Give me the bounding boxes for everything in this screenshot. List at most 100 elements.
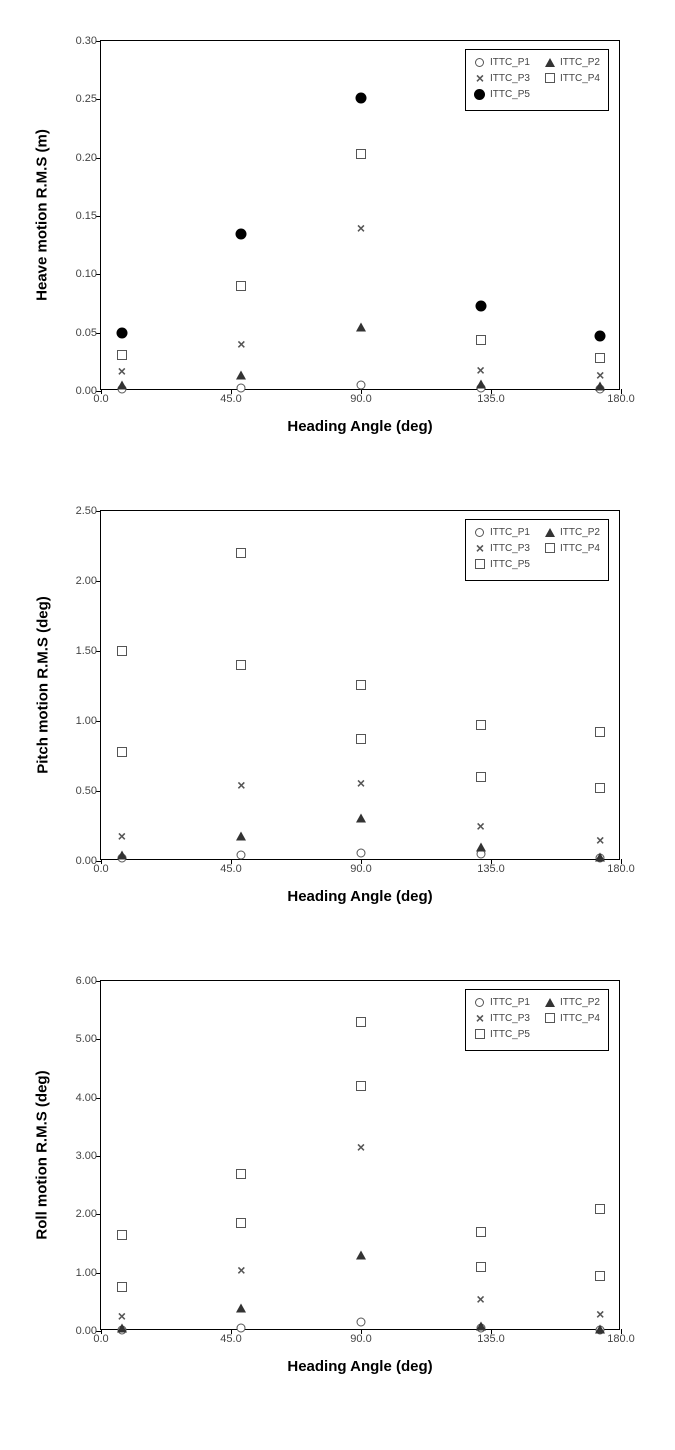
legend-item-ITTC_P1: ITTC_P1 [474, 996, 530, 1008]
data-point-ITTC_P2 [117, 381, 127, 390]
legend-item-ITTC_P3: ×ITTC_P3 [474, 542, 530, 554]
data-point-ITTC_P5 [356, 93, 367, 104]
plot-area: 0.000.501.001.502.002.500.045.090.0135.0… [100, 510, 620, 860]
y-tick-label: 4.00 [76, 1092, 97, 1104]
charts-root: 0.000.050.100.150.200.250.300.045.090.01… [20, 20, 655, 1380]
y-tick-label: 5.00 [76, 1033, 97, 1045]
data-point-ITTC_P3: × [357, 1140, 365, 1154]
x-tick-label: 135.0 [477, 393, 505, 405]
y-tick-label: 2.00 [76, 1208, 97, 1220]
legend-marker-icon [544, 72, 556, 84]
x-tick-label: 0.0 [93, 393, 108, 405]
data-point-ITTC_P5 [475, 300, 486, 311]
data-point-ITTC_P5 [356, 1017, 366, 1027]
data-point-ITTC_P5 [595, 331, 606, 342]
data-point-ITTC_P2 [595, 382, 605, 391]
legend-label: ITTC_P1 [490, 527, 530, 538]
y-tick-label: 6.00 [76, 975, 97, 987]
legend-marker-icon [544, 996, 556, 1008]
legend-label: ITTC_P2 [560, 527, 600, 538]
x-tick-label: 45.0 [220, 393, 241, 405]
data-point-ITTC_P4 [117, 747, 127, 757]
x-tick-label: 90.0 [350, 393, 371, 405]
data-point-ITTC_P5 [117, 646, 127, 656]
data-point-ITTC_P2 [595, 852, 605, 861]
data-point-ITTC_P5 [356, 680, 366, 690]
y-axis-label: Pitch motion R.M.S (deg) [34, 596, 51, 774]
y-tick-label: 1.00 [76, 1267, 97, 1279]
legend-marker-icon [544, 542, 556, 554]
legend-item-ITTC_P2: ITTC_P2 [544, 56, 600, 68]
y-tick-label: 1.00 [76, 715, 97, 727]
data-point-ITTC_P5 [476, 1227, 486, 1237]
plot-area: 0.000.050.100.150.200.250.300.045.090.01… [100, 40, 620, 390]
legend-item-ITTC_P3: ×ITTC_P3 [474, 72, 530, 84]
y-tick-label: 0.15 [76, 210, 97, 222]
data-point-ITTC_P3: × [357, 776, 365, 790]
data-point-ITTC_P2 [476, 1322, 486, 1331]
legend-item-ITTC_P2: ITTC_P2 [544, 526, 600, 538]
data-point-ITTC_P3: × [118, 364, 126, 378]
y-tick-label: 1.50 [76, 645, 97, 657]
data-point-ITTC_P3: × [118, 1309, 126, 1323]
legend-marker-icon [474, 526, 486, 538]
chart-heave: 0.000.050.100.150.200.250.300.045.090.01… [20, 20, 650, 440]
x-tick-label: 0.0 [93, 1333, 108, 1345]
x-tick-label: 90.0 [350, 1333, 371, 1345]
legend-item-ITTC_P1: ITTC_P1 [474, 526, 530, 538]
x-tick-label: 180.0 [607, 393, 635, 405]
legend-marker-icon: × [474, 542, 486, 554]
data-point-ITTC_P5 [117, 1230, 127, 1240]
legend-item-ITTC_P2: ITTC_P2 [544, 996, 600, 1008]
data-point-ITTC_P1 [237, 383, 246, 392]
data-point-ITTC_P3: × [477, 363, 485, 377]
data-point-ITTC_P4 [595, 1271, 605, 1281]
x-tick-label: 135.0 [477, 863, 505, 875]
data-point-ITTC_P4 [356, 1081, 366, 1091]
x-axis-label: Heading Angle (deg) [287, 888, 432, 905]
y-tick-label: 0.50 [76, 785, 97, 797]
data-point-ITTC_P1 [357, 1318, 366, 1327]
legend-label: ITTC_P5 [490, 89, 530, 100]
legend-label: ITTC_P3 [490, 1013, 530, 1024]
y-tick-label: 0.20 [76, 152, 97, 164]
y-tick-label: 2.00 [76, 575, 97, 587]
data-point-ITTC_P1 [357, 848, 366, 857]
data-point-ITTC_P3: × [237, 1263, 245, 1277]
y-axis-label: Heave motion R.M.S (m) [34, 129, 51, 301]
data-point-ITTC_P5 [236, 1169, 246, 1179]
x-tick-label: 135.0 [477, 1333, 505, 1345]
data-point-ITTC_P1 [237, 1324, 246, 1333]
data-point-ITTC_P3: × [357, 221, 365, 235]
legend-marker-icon: × [474, 1012, 486, 1024]
data-point-ITTC_P3: × [237, 337, 245, 351]
data-point-ITTC_P3: × [596, 1307, 604, 1321]
legend-label: ITTC_P4 [560, 543, 600, 554]
y-tick-label: 0.30 [76, 35, 97, 47]
data-point-ITTC_P2 [117, 1324, 127, 1333]
y-tick-label: 3.00 [76, 1150, 97, 1162]
x-tick-label: 180.0 [607, 1333, 635, 1345]
legend-item-ITTC_P4: ITTC_P4 [544, 1012, 600, 1024]
y-tick-label: 0.25 [76, 93, 97, 105]
data-point-ITTC_P4 [117, 1282, 127, 1292]
data-point-ITTC_P5 [236, 548, 246, 558]
y-tick-label: 0.10 [76, 268, 97, 280]
data-point-ITTC_P4 [117, 350, 127, 360]
data-point-ITTC_P3: × [477, 819, 485, 833]
data-point-ITTC_P4 [356, 149, 366, 159]
data-point-ITTC_P4 [236, 281, 246, 291]
data-point-ITTC_P4 [356, 734, 366, 744]
legend-marker-icon [474, 1028, 486, 1040]
x-tick-label: 180.0 [607, 863, 635, 875]
legend-marker-icon [474, 996, 486, 1008]
data-point-ITTC_P3: × [477, 1292, 485, 1306]
data-point-ITTC_P2 [476, 380, 486, 389]
y-tick-label: 2.50 [76, 505, 97, 517]
x-tick-label: 90.0 [350, 863, 371, 875]
data-point-ITTC_P3: × [118, 829, 126, 843]
chart-pitch: 0.000.501.001.502.002.500.045.090.0135.0… [20, 490, 650, 910]
data-point-ITTC_P3: × [596, 368, 604, 382]
data-point-ITTC_P2 [595, 1324, 605, 1333]
legend-marker-icon [474, 56, 486, 68]
